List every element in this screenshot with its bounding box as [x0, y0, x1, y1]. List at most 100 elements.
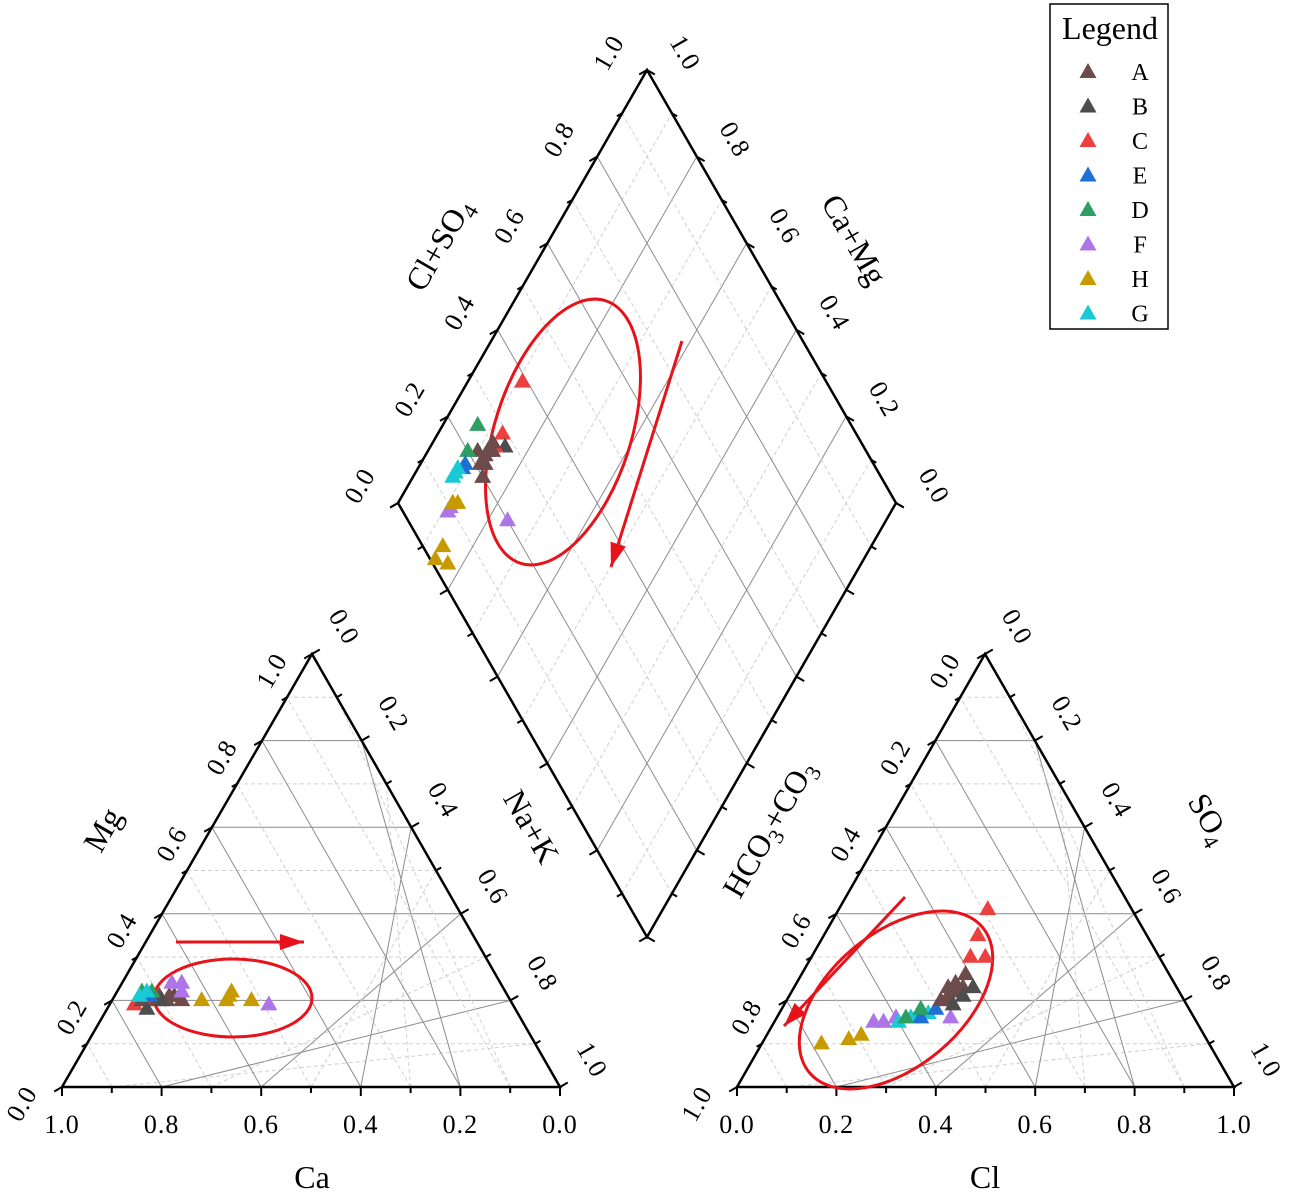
diamond-grid-line — [621, 459, 872, 894]
diamond-grid-line — [546, 242, 797, 677]
diamond-lower-right-tick — [771, 719, 778, 724]
cation-grid-line — [336, 697, 511, 1088]
anion-right-tick — [1208, 1039, 1215, 1045]
cation-bottom-tick-label: 0.4 — [343, 1110, 379, 1139]
legend-box — [1049, 3, 1169, 330]
diamond-right-tick — [870, 458, 877, 464]
cation-left-tick — [203, 826, 213, 833]
diamond-right-tick-label: 1.0 — [664, 30, 707, 75]
cation-grid-line — [261, 740, 461, 1088]
diamond-left-tick — [539, 242, 548, 249]
anion-right-tick-label: 0.2 — [1046, 691, 1089, 736]
diamond-lower-left-tick — [638, 936, 648, 943]
anion-point-C — [969, 926, 987, 942]
diamond-left-tick-label: 0.4 — [438, 290, 481, 335]
cation-left-tick — [253, 739, 263, 746]
anion-right-tick — [1009, 693, 1016, 699]
diamond-right-tick — [696, 155, 706, 162]
anion-left-tick — [904, 783, 912, 788]
anion-grid-line — [835, 913, 937, 1088]
anion-bottom-tick-label: 0.0 — [719, 1110, 755, 1139]
diamond-lower-right-tick — [870, 545, 877, 551]
cation-grid-line — [111, 1000, 163, 1088]
cation-right-tick-label: 0.2 — [372, 691, 415, 736]
diamond-point-C — [514, 372, 531, 388]
anion-point-B — [944, 995, 962, 1011]
cation-point-A — [173, 991, 191, 1007]
annotations — [152, 297, 995, 1091]
cation-trend-arrow-head — [280, 934, 304, 950]
cation-bottom-tick-label: 0.2 — [443, 1110, 479, 1139]
legend-marker-B — [1079, 97, 1097, 113]
anion-right-tick — [984, 648, 994, 655]
diamond-lower-right-tick — [795, 675, 805, 682]
cation-left-tick-label: 0.2 — [50, 995, 93, 1040]
cation-right-tick — [410, 821, 420, 829]
diamond-right-tick — [721, 199, 728, 204]
diamond-lower-right-tick — [671, 892, 678, 898]
cation-right-tick-label: 0.6 — [472, 864, 515, 909]
cation-left-tick — [231, 783, 238, 788]
diamond-right-tick — [795, 328, 805, 336]
diamond-grid-line — [472, 372, 723, 808]
cation-left-tick-label: 0.8 — [200, 735, 243, 780]
legend-marker-E — [1079, 166, 1097, 182]
legend-marker-D — [1079, 201, 1097, 216]
cation-point-C — [125, 995, 143, 1011]
cation-left-tick — [81, 1042, 88, 1048]
diamond-left-tick — [439, 415, 449, 422]
anion-trend-arrow — [782, 895, 907, 1028]
anion-right-tick — [1183, 995, 1193, 1002]
diamond-right-tick-label: 0.2 — [863, 377, 906, 422]
cation-bottom-tick-label: 0.0 — [542, 1110, 578, 1139]
diamond-point-F — [439, 502, 457, 518]
cation-right-tick-label: 0.0 — [323, 604, 366, 649]
cation-bottom-tick-label: 0.6 — [243, 1110, 279, 1139]
cation-right-tick — [534, 1039, 541, 1045]
diamond-right-tick-label: 0.0 — [913, 463, 956, 508]
anion-point-F — [942, 1008, 960, 1024]
cation-bottom-tick-label: 0.8 — [144, 1110, 180, 1139]
diamond-lower-left-tick — [389, 502, 399, 509]
legend-label-E: E — [1133, 164, 1148, 190]
anion-right-tick-label: 0.4 — [1095, 777, 1138, 822]
diamond-lower-right-tick — [696, 849, 706, 856]
diamond-point-F — [499, 511, 517, 527]
cation-point-H — [218, 991, 236, 1007]
cation-grid-line — [310, 870, 437, 1088]
anion-grid-line — [885, 826, 1036, 1088]
diamond-left-tick — [467, 372, 474, 377]
anion-grid-line — [959, 697, 1185, 1088]
cation-right-tick — [460, 908, 470, 915]
diamond-lower-left-tick — [417, 545, 424, 551]
cation-grid-line — [86, 1043, 113, 1088]
data-points — [125, 372, 997, 1050]
diamond-grid-line — [522, 286, 772, 721]
diamond-point-H — [444, 493, 462, 509]
diamond-lower-left-tick — [439, 588, 449, 596]
cation-point-F — [173, 973, 191, 989]
anion-point-B — [964, 978, 982, 994]
legend-label-F: F — [1133, 233, 1146, 259]
legend-label-H: H — [1131, 267, 1148, 293]
legend-label-A: A — [1131, 60, 1149, 86]
anion-point-C — [979, 900, 997, 916]
cation-left-tick — [103, 999, 113, 1006]
cation-right-tick — [435, 866, 442, 872]
cation-left-tick — [153, 912, 163, 920]
anion-bottom-tick-label: 0.2 — [819, 1110, 855, 1139]
diamond-right-tick-label: 0.4 — [813, 290, 856, 335]
anion-point-C — [961, 947, 979, 963]
anion-left-tick-label: 0.8 — [725, 995, 768, 1040]
diamond-lower-left-tick — [616, 892, 623, 898]
anion-point-B — [954, 986, 972, 1002]
diamond-left-tick — [638, 69, 648, 76]
diamond-grid-line — [472, 199, 723, 634]
anion-left-axis-title: HCO3+CO3 — [715, 754, 827, 906]
anion-grid-line — [934, 740, 1136, 1088]
diamond-frame — [396, 67, 898, 940]
diamond-left-tick — [489, 328, 499, 336]
cation-right-tick — [509, 995, 519, 1002]
